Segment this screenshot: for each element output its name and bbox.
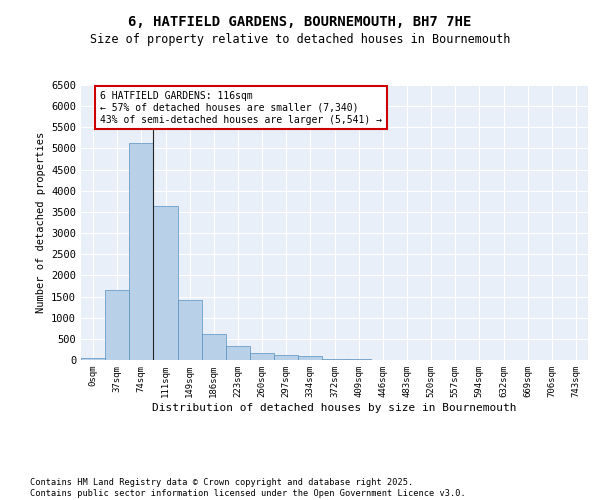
Bar — [129, 143, 154, 360]
Y-axis label: Number of detached properties: Number of detached properties — [35, 132, 46, 313]
Bar — [250, 354, 274, 360]
Bar — [298, 356, 322, 360]
X-axis label: Distribution of detached houses by size in Bournemouth: Distribution of detached houses by size … — [152, 402, 517, 412]
Bar — [347, 359, 371, 360]
Bar — [226, 346, 250, 360]
Text: 6, HATFIELD GARDENS, BOURNEMOUTH, BH7 7HE: 6, HATFIELD GARDENS, BOURNEMOUTH, BH7 7H… — [128, 15, 472, 29]
Bar — [178, 300, 202, 360]
Bar — [274, 355, 298, 360]
Bar — [81, 358, 105, 360]
Bar — [105, 290, 129, 360]
Text: 6 HATFIELD GARDENS: 116sqm
← 57% of detached houses are smaller (7,340)
43% of s: 6 HATFIELD GARDENS: 116sqm ← 57% of deta… — [100, 92, 382, 124]
Text: Size of property relative to detached houses in Bournemouth: Size of property relative to detached ho… — [90, 32, 510, 46]
Bar — [202, 334, 226, 360]
Bar — [322, 358, 347, 360]
Text: Contains HM Land Registry data © Crown copyright and database right 2025.
Contai: Contains HM Land Registry data © Crown c… — [30, 478, 466, 498]
Bar — [154, 206, 178, 360]
